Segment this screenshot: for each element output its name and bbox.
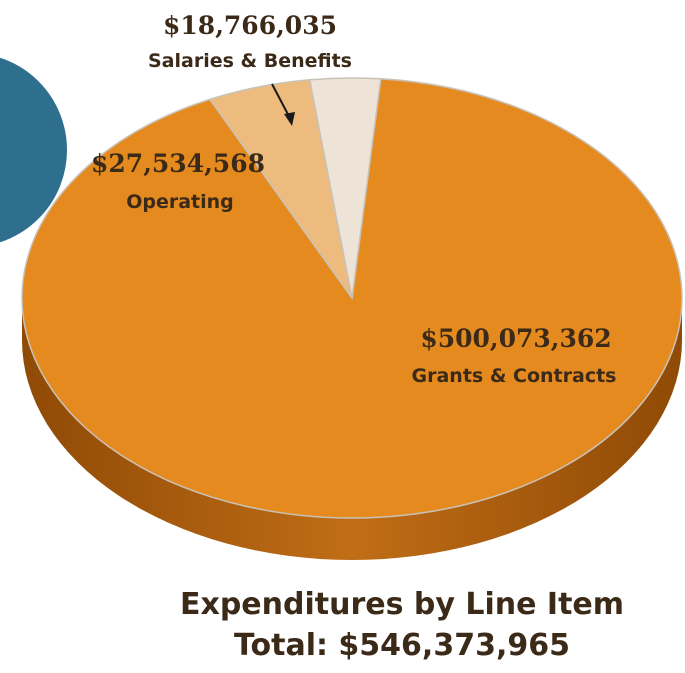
slice-category-label: Salaries & Benefits (148, 50, 352, 72)
slice-value-label: $18,766,035 (163, 11, 337, 40)
slice-category-label: Operating (126, 191, 234, 213)
slice-value-label: $27,534,568 (91, 149, 265, 178)
slice-category-label: Grants & Contracts (412, 365, 617, 387)
chart-total: Total: $546,373,965 (234, 628, 570, 663)
pie-slice (21, 78, 683, 519)
pie-side-band (22, 298, 682, 560)
pie-slices (21, 77, 683, 519)
pie-slice (308, 77, 382, 299)
decorative-blue-circle (0, 51, 73, 249)
slice-value-label: $500,073,362 (420, 324, 611, 353)
chart-title: Expenditures by Line Item (180, 587, 624, 622)
salaries-leader-arrowhead (284, 112, 295, 126)
